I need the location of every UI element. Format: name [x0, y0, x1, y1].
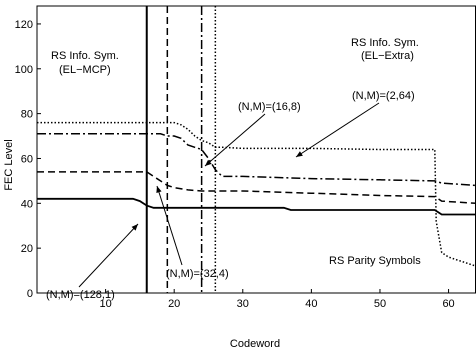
series-line-solid [37, 197, 476, 216]
y-axis-title: FEC Level [3, 139, 15, 190]
series-line-dotted [37, 121, 476, 267]
x-tick-label: 10 [99, 298, 111, 310]
y-tick-label: 120 [15, 19, 33, 31]
x-tick-label: 20 [168, 298, 180, 310]
x-tick-label: 50 [374, 298, 386, 310]
arrow-128-1 [78, 223, 139, 288]
x-tick-label: 30 [237, 298, 249, 310]
y-tick-label: 0 [27, 288, 33, 300]
annotation-label-2-64: (N,M)=(2,64) [352, 90, 415, 102]
series-line-dashdot [37, 133, 476, 187]
arrow-2-64 [295, 102, 380, 158]
annotation-mcp-line1: RS Info. Sym. [51, 50, 119, 62]
series-layer [37, 121, 476, 267]
y-tick-label: 100 [15, 64, 33, 76]
x-tick-label: 60 [442, 298, 454, 310]
annotation-parity: RS Parity Symbols [329, 255, 421, 267]
arrow-32-4 [156, 185, 183, 266]
arrow-2-64-head [296, 151, 303, 157]
annotation-extra-line2: (EL−Extra) [361, 50, 414, 62]
annotation-arrows-layer [78, 102, 380, 288]
x-axis-title: Codeword [230, 338, 280, 350]
annotation-mcp-line2: (EL−MCP) [59, 64, 111, 76]
arrow-16-8 [204, 113, 266, 167]
y-tick-label: 80 [21, 109, 33, 121]
annotation-label-16-8: (N,M)=(16,8) [238, 101, 301, 113]
annotation-extra-line1: RS Info. Sym. [351, 37, 419, 49]
annotation-label-32-4: (N,M)=(32,4) [166, 268, 229, 280]
y-tick-label: 20 [21, 243, 33, 255]
x-tick-label: 40 [305, 298, 317, 310]
arrow-16-8-head [205, 159, 212, 166]
y-tick-label: 60 [21, 153, 33, 165]
y-tick-label: 40 [21, 198, 33, 210]
ticks-layer: 10 20 30 40 50 60 0 20 40 60 80 100 120 [15, 19, 455, 310]
arrow-32-4-head [156, 186, 162, 193]
arrow-128-1-head [131, 224, 138, 231]
vertical-lines-layer [145, 6, 217, 293]
annotation-label-128-1: (N,M)=(128,1) [46, 289, 115, 301]
